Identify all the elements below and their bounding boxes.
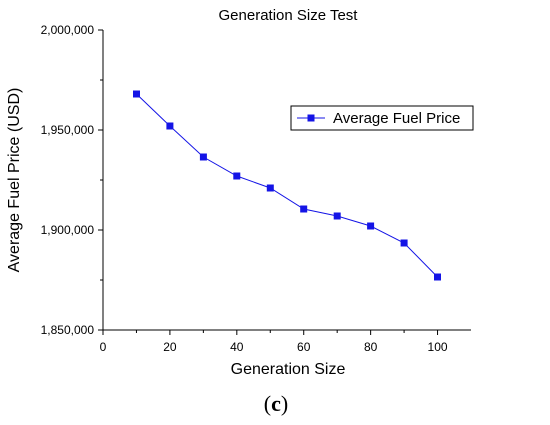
legend-label: Average Fuel Price xyxy=(333,110,460,127)
x-tick-label: 0 xyxy=(100,340,107,354)
data-point xyxy=(434,273,441,281)
data-point xyxy=(133,90,140,98)
series-line xyxy=(136,93,438,278)
data-point xyxy=(367,222,375,230)
y-tick-label: 1,850,000 xyxy=(41,323,95,337)
legend-marker xyxy=(307,114,315,122)
x-tick-label: 100 xyxy=(428,340,448,354)
y-tick-label: 1,950,000 xyxy=(41,123,95,137)
data-point xyxy=(233,172,241,180)
legend: Average Fuel Price xyxy=(290,105,474,131)
data-point xyxy=(199,153,207,161)
axes xyxy=(102,30,471,331)
data-point xyxy=(400,239,408,247)
series-group xyxy=(133,90,441,281)
x-tick-label: 80 xyxy=(364,340,378,354)
figure-caption: (c) xyxy=(264,391,288,416)
x-axis-ticks: 0 20 40 60 80 100 xyxy=(100,330,448,354)
data-point xyxy=(266,184,274,192)
x-tick-label: 60 xyxy=(297,340,311,354)
data-point xyxy=(333,212,341,220)
y-tick-label: 2,000,000 xyxy=(41,23,95,37)
caption-close-paren: ) xyxy=(281,391,288,416)
chart-title: Generation Size Test xyxy=(219,7,359,24)
x-tick-label: 20 xyxy=(163,340,177,354)
caption-open-paren: ( xyxy=(264,391,271,416)
data-point xyxy=(166,122,174,130)
y-axis-ticks: 1,850,000 1,900,000 1,950,000 2,000,000 xyxy=(41,23,103,337)
x-axis-label: Generation Size xyxy=(231,361,346,378)
x-tick-label: 40 xyxy=(230,340,244,354)
y-tick-label: 1,900,000 xyxy=(41,223,95,237)
data-point xyxy=(300,205,308,213)
caption-letter: c xyxy=(271,391,281,416)
y-axis-label: Average Fuel Price (USD) xyxy=(6,88,23,273)
